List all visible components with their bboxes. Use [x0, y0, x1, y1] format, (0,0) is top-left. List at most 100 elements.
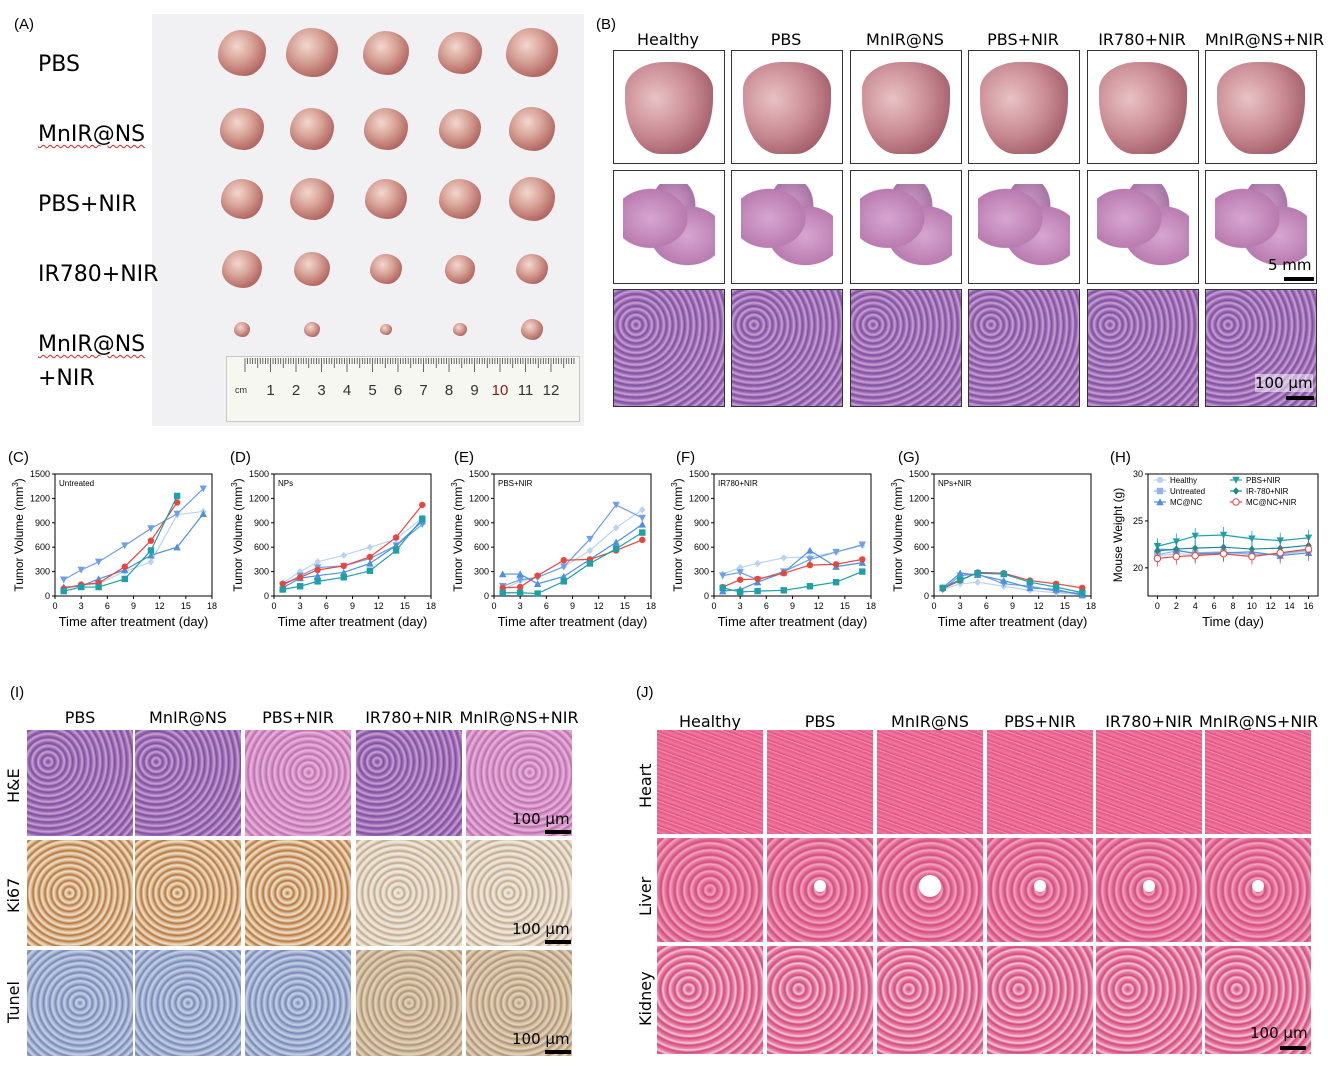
- data-point: [1248, 552, 1256, 561]
- data-point: [1219, 531, 1228, 539]
- panel-j-tile: [657, 946, 763, 1054]
- data-point: [516, 589, 524, 596]
- x-tick-label: 15: [1060, 601, 1070, 611]
- tumor-sample: [286, 28, 338, 78]
- tumor-sample: [516, 254, 548, 285]
- data-point: [392, 541, 400, 549]
- panel-j-group-label: PBS: [804, 712, 836, 731]
- tumor-sample: [304, 322, 320, 338]
- data-point: [366, 553, 374, 561]
- x-tick-label: 18: [207, 601, 217, 611]
- x-axis-label: Time (day): [1202, 614, 1264, 629]
- data-point: [638, 520, 646, 528]
- x-tick-label: 12: [155, 601, 165, 611]
- chart-c: (C) 0 3 6 9 12 15 18 0 300 600 900 1200 1500 Time afte…: [8, 449, 217, 629]
- lung-histology: [850, 289, 962, 407]
- series: [60, 507, 207, 592]
- data-point: [296, 583, 304, 590]
- panel-i-tile: [356, 950, 462, 1056]
- x-tick-label: 0: [271, 601, 276, 611]
- x-tick-label: 4: [1193, 601, 1198, 611]
- panel-i-tile: [135, 840, 241, 946]
- data-point: [639, 529, 646, 536]
- x-tick-label: 9: [350, 601, 355, 611]
- panel-i-row-label: H&E: [4, 768, 23, 803]
- legend-item: Healthy: [1154, 476, 1197, 485]
- data-point: [499, 570, 507, 578]
- data-point: [956, 576, 964, 583]
- chart-panel-letter: (E): [454, 449, 474, 466]
- lung-photo: [1087, 50, 1199, 164]
- data-point: [1276, 549, 1284, 557]
- series: [499, 529, 646, 597]
- tumor-sample: [521, 319, 543, 340]
- x-tick-label: 3: [958, 601, 963, 611]
- data-point: [1191, 551, 1199, 560]
- y-axis-label: Tumor Volume (mm3): [450, 478, 465, 591]
- tumor-sample: [509, 177, 555, 221]
- legend-item: PBS+NIR: [1230, 476, 1281, 485]
- series: [1153, 541, 1313, 567]
- chart-panel-letter: (C): [8, 449, 29, 466]
- data-point: [366, 543, 374, 551]
- y-tick-label: 900: [474, 518, 489, 528]
- data-point: [1191, 532, 1199, 540]
- panel-b-group-label: Healthy: [636, 30, 699, 49]
- data-point: [560, 572, 568, 580]
- central-vein: [1034, 880, 1046, 892]
- panel-b-group-label: MnIR@NS+NIR: [1205, 30, 1325, 49]
- data-point: [314, 578, 321, 585]
- chart-panel-letter: (D): [230, 449, 251, 466]
- x-tick-label: 0: [52, 601, 57, 611]
- series-line: [1157, 534, 1309, 547]
- data-point: [780, 587, 787, 594]
- data-point: [419, 501, 426, 509]
- data-point: [340, 574, 347, 581]
- panel-b-letter: (B): [596, 16, 616, 33]
- series: [60, 485, 207, 584]
- panel-i-group-label: PBS+NIR: [262, 708, 334, 727]
- lung-section: [613, 170, 725, 284]
- y-tick-label: 1500: [249, 469, 269, 479]
- x-tick-label: 15: [840, 601, 850, 611]
- data-point: [939, 584, 946, 592]
- data-point: [534, 572, 541, 579]
- panel-i-tile: [245, 950, 351, 1056]
- y-tick-label: 20: [1133, 563, 1143, 573]
- panel-j-group-label: Healthy: [678, 712, 741, 731]
- series-line: [1157, 544, 1309, 552]
- data-point: [560, 578, 567, 585]
- panel-j-tile: [1096, 730, 1202, 834]
- x-tick-label: 3: [518, 601, 523, 611]
- central-vein: [919, 875, 941, 897]
- data-point: [199, 510, 207, 518]
- data-point: [560, 563, 568, 571]
- y-tick-label: 300: [254, 567, 269, 577]
- series: [499, 520, 646, 587]
- y-tick-label: 300: [474, 567, 489, 577]
- panel-j-group-label: IR780+NIR: [1105, 712, 1193, 731]
- ruler-number: 2: [292, 382, 300, 399]
- y-tick-label: 0: [264, 591, 269, 601]
- x-tick-label: 12: [594, 601, 604, 611]
- y-tick-label: 0: [924, 591, 929, 601]
- data-point: [296, 574, 304, 581]
- panel-j-tile: [1096, 838, 1202, 942]
- data-point: [586, 560, 594, 567]
- data-point: [147, 525, 155, 533]
- tumor-sample: [438, 32, 482, 74]
- data-point: [499, 584, 506, 592]
- y-tick-label: 600: [254, 542, 269, 552]
- panel-a-group-pbs-nir: PBS+NIR: [38, 192, 137, 217]
- series: [279, 515, 426, 593]
- legend-label: PBS+NIR: [1246, 476, 1281, 485]
- x-tick-label: 2: [1174, 601, 1179, 611]
- ruler-unit: cm: [235, 385, 247, 395]
- section-tissue: [859, 184, 953, 270]
- x-tick-label: 0: [931, 601, 936, 611]
- section-tissue: [740, 184, 834, 270]
- central-vein: [1252, 880, 1264, 892]
- panel-j-tile: [877, 730, 983, 834]
- tumor-sample: [218, 30, 266, 76]
- data-point: [340, 562, 347, 570]
